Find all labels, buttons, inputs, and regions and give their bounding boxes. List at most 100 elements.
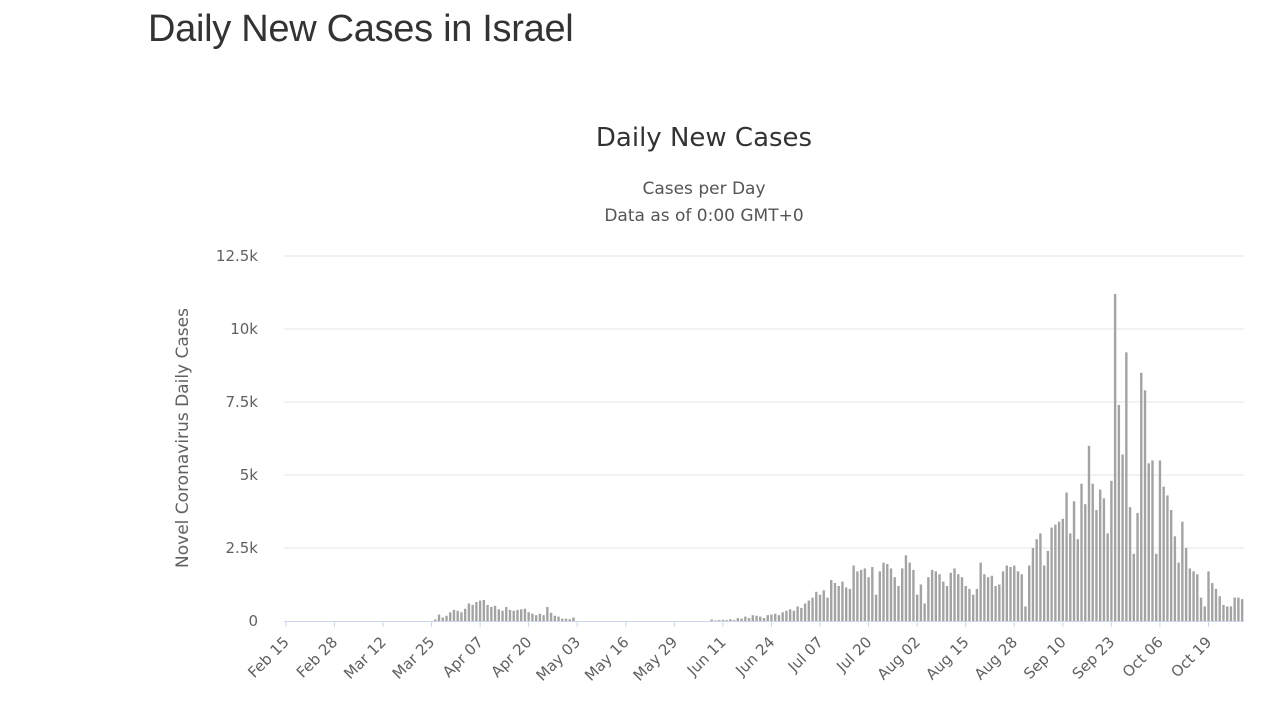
bar (968, 588, 971, 621)
bar (960, 577, 964, 621)
y-axis-title: Novel Coronavirus Daily Cases (173, 308, 193, 568)
bar (848, 588, 852, 621)
bar (478, 600, 482, 621)
bar (1001, 571, 1005, 621)
bar (501, 610, 504, 621)
x-tick-label: Aug 28 (971, 633, 1021, 683)
bar (1102, 498, 1106, 621)
x-tick-label: Aug 15 (922, 633, 972, 683)
bar (1020, 574, 1023, 621)
x-tick-label: May 16 (581, 633, 633, 685)
bar (452, 609, 456, 621)
bar (953, 568, 956, 621)
bar (740, 618, 743, 621)
bar (886, 564, 889, 621)
bar (460, 612, 463, 621)
bar (1005, 565, 1008, 621)
bar (904, 555, 908, 621)
bar (815, 591, 818, 621)
bar (538, 613, 542, 621)
bar (710, 619, 713, 621)
bar (871, 566, 874, 621)
bar (744, 616, 747, 621)
bar (867, 577, 870, 621)
chart-title: Daily New Cases (596, 123, 812, 153)
bar (957, 574, 960, 621)
bar (1065, 492, 1068, 621)
x-tick-label: Feb 28 (293, 633, 341, 681)
x-tick-label: Oct 06 (1119, 633, 1167, 681)
x-tick-label: Apr 07 (439, 633, 487, 681)
bar (1162, 486, 1165, 621)
bar (770, 614, 773, 621)
bar (919, 584, 923, 621)
bar (505, 606, 508, 621)
bar (1181, 521, 1184, 621)
bar (441, 617, 444, 621)
bar (1177, 562, 1180, 621)
bar (1229, 606, 1233, 621)
y-tick-label: 0 (248, 612, 258, 630)
bar (826, 597, 829, 621)
bar (1128, 507, 1132, 621)
bar (878, 571, 881, 621)
x-tick-label: Mar 25 (389, 633, 439, 683)
bar (803, 603, 807, 621)
bar (1106, 533, 1109, 621)
bar (553, 615, 557, 621)
x-tick-label: Feb 15 (244, 633, 292, 681)
bar (1024, 606, 1027, 621)
bar (437, 614, 441, 621)
bar (1095, 510, 1098, 621)
x-tick-label: May 03 (533, 633, 585, 685)
bar (1147, 463, 1150, 621)
bar (445, 615, 448, 621)
bar (1211, 583, 1214, 621)
bar (1125, 352, 1128, 621)
bar (1028, 565, 1031, 621)
bar (1166, 495, 1169, 621)
bar (949, 572, 952, 621)
chart-subtitle-line2: Data as of 0:00 GMT+0 (604, 206, 803, 226)
bar (994, 585, 997, 621)
bar (893, 577, 896, 621)
x-tick-label: Mar 12 (340, 633, 390, 683)
bar (542, 615, 545, 621)
bar (1184, 548, 1188, 621)
bar (1054, 524, 1057, 621)
x-tick-label: Jul 07 (784, 633, 827, 676)
bar (785, 610, 788, 621)
bar (927, 577, 930, 621)
bar (1218, 596, 1221, 621)
bar (1169, 510, 1173, 621)
bar (747, 618, 751, 621)
bar (874, 594, 878, 621)
page-title: Daily New Cases in Israel (148, 8, 574, 50)
x-tick-label: Jul 20 (832, 633, 875, 676)
bar (725, 620, 728, 621)
bar (971, 594, 975, 621)
bar (1072, 501, 1076, 621)
bar (1203, 606, 1206, 621)
bar (463, 608, 467, 621)
bar (1173, 536, 1177, 621)
bar (986, 577, 990, 621)
bar (456, 610, 459, 621)
bar (1009, 566, 1012, 621)
bar (923, 603, 926, 621)
bar (781, 612, 784, 621)
bar (796, 606, 799, 621)
bar (915, 594, 919, 621)
bar (1117, 404, 1121, 621)
bar (1031, 548, 1035, 621)
bar (751, 615, 754, 621)
x-tick-label: Oct 19 (1167, 633, 1215, 681)
x-tick-label: May 29 (630, 633, 682, 685)
bar (497, 609, 500, 621)
bar (1192, 571, 1195, 621)
x-tick-label: Sep 10 (1020, 633, 1070, 683)
bar (788, 609, 792, 621)
bar (766, 615, 769, 621)
bar (759, 616, 762, 621)
